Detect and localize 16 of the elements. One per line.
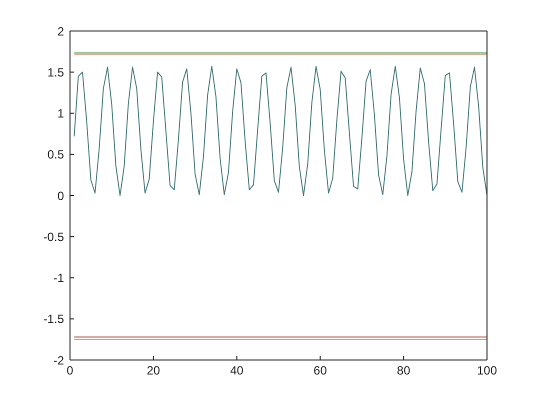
x-tick-label: 20 — [146, 364, 160, 378]
x-tick-label: 60 — [314, 364, 328, 378]
y-tick-label: -1.5 — [43, 312, 64, 326]
y-tick-label: 1.5 — [47, 65, 64, 80]
line-series — [74, 66, 487, 196]
y-tick-label: -1 — [53, 271, 64, 286]
y-tick-label: 0 — [57, 188, 64, 203]
y-tick-label: 2 — [57, 24, 64, 38]
x-tick-label: 0 — [66, 364, 74, 378]
y-tick-label: 0.5 — [47, 148, 64, 162]
y-tick-label: 1 — [57, 106, 64, 121]
x-tick-label: 40 — [230, 364, 244, 378]
y-tick-label: -0.5 — [43, 230, 64, 244]
x-tick-label: 100 — [476, 364, 498, 378]
x-tick-label: 80 — [396, 364, 411, 378]
y-tick-label: -2 — [53, 353, 64, 368]
